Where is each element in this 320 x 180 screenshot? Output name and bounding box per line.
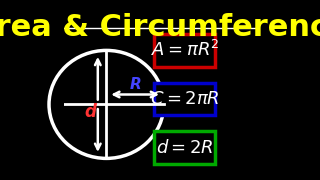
Text: $d = 2R$: $d = 2R$ <box>156 139 214 157</box>
Text: $A = \pi R^2$: $A = \pi R^2$ <box>150 40 219 60</box>
Text: Area & Circumference: Area & Circumference <box>0 13 320 42</box>
Text: $C = 2\pi R$: $C = 2\pi R$ <box>150 90 220 108</box>
Text: d: d <box>84 103 96 121</box>
FancyBboxPatch shape <box>154 34 215 67</box>
FancyBboxPatch shape <box>154 131 215 164</box>
FancyBboxPatch shape <box>154 83 215 115</box>
Text: R: R <box>129 77 141 92</box>
